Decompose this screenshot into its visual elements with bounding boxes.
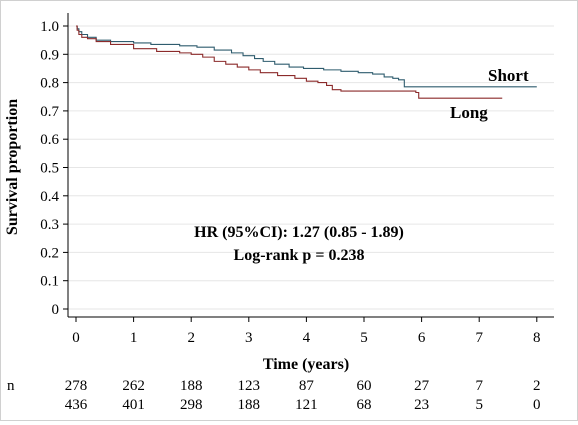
logrank-annotation: Log-rank p = 0.238: [234, 247, 365, 264]
x-tick-label: 5: [360, 330, 368, 346]
x-tick-label: 3: [245, 330, 253, 346]
y-tick-label: 0.7: [40, 104, 59, 120]
y-tick-label: 0.1: [40, 274, 59, 290]
risk-count-long: 121: [295, 397, 318, 413]
y-tick-label: 0.8: [40, 76, 59, 92]
series-label-long: Long: [450, 103, 488, 122]
x-axis-title: Time (years): [263, 356, 349, 373]
risk-count-short: 27: [414, 378, 430, 394]
risk-table: 278 262 188 123 87 60 27 7 2 436 401 298 188 121 68 23 5…: [65, 378, 541, 413]
risk-count-long: 436: [65, 397, 88, 413]
series-label-short: Short: [488, 66, 529, 85]
x-tick-label: 2: [187, 330, 195, 346]
survival-curves: [76, 25, 537, 99]
hazard-ratio-annotation: HR (95%CI): 1.27 (0.85 - 1.89): [194, 224, 404, 241]
risk-count-long: 23: [414, 397, 429, 413]
risk-count-short: 188: [180, 378, 203, 394]
y-tick-label: 1.0: [40, 19, 59, 35]
x-tick-label: 4: [303, 330, 311, 346]
y-tick-label: 0.3: [40, 217, 59, 233]
y-tick-label: 0.4: [40, 189, 59, 205]
x-tick-label: 1: [130, 330, 138, 346]
y-tick-label: 0.2: [40, 245, 59, 261]
x-tick-label: 8: [533, 330, 541, 346]
risk-count-long: 5: [475, 397, 483, 413]
risk-count-short: 7: [475, 378, 483, 394]
x-tick-label: 6: [418, 330, 426, 346]
y-tick-label: 0.9: [40, 47, 59, 63]
risk-count-short: 123: [238, 378, 261, 394]
risk-count-short: 2: [533, 378, 541, 394]
risk-count-long: 68: [357, 397, 372, 413]
x-tick-label: 0: [72, 330, 80, 346]
y-axis: 0 0.1 0.2 0.3 0.4 0.5 0.6 0.7 0.8 0.9 1.0: [40, 13, 69, 318]
risk-count-long: 401: [122, 397, 145, 413]
risk-count-long: 298: [180, 397, 203, 413]
km-curve-long: [76, 25, 503, 99]
risk-table-label: n: [7, 378, 15, 394]
risk-count-long: 188: [238, 397, 261, 413]
x-axis: 0 1 2 3 4 5 6 7 8: [68, 316, 554, 346]
y-tick-label: 0: [52, 302, 60, 318]
y-tick-label: 0.6: [40, 132, 59, 148]
risk-count-short: 278: [65, 378, 88, 394]
y-axis-title: Survival proportion: [4, 99, 21, 235]
y-tick-label: 0.5: [40, 161, 59, 177]
km-curve-short: [76, 25, 537, 88]
risk-count-short: 60: [357, 378, 372, 394]
risk-count-long: 0: [533, 397, 541, 413]
risk-count-short: 87: [299, 378, 315, 394]
x-tick-label: 7: [475, 330, 483, 346]
risk-count-short: 262: [122, 378, 145, 394]
gridlines: [68, 25, 554, 310]
